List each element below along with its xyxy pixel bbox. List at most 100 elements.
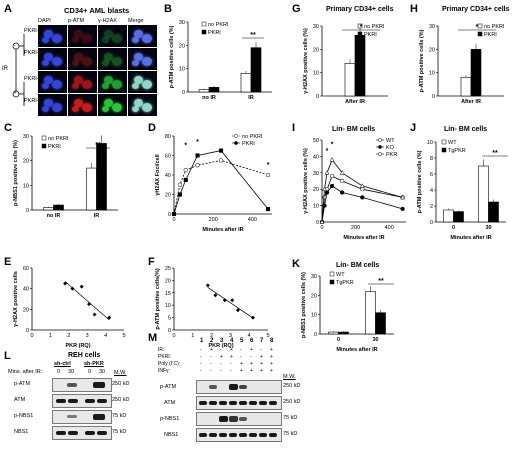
y-tick-label: 20	[311, 293, 317, 299]
cell-nucleus	[52, 57, 62, 66]
legend-swatch	[41, 143, 47, 149]
band	[259, 401, 267, 405]
data-point	[218, 158, 224, 163]
chart-h: 0 10 20 30 p-ATM positive cells (%) After IR n…	[419, 23, 505, 105]
y-tick-label: 20	[313, 47, 319, 53]
cell-nucleus	[142, 80, 152, 89]
bar	[198, 89, 210, 93]
cell-nucleus	[74, 30, 83, 38]
x-tick-label: IR	[248, 95, 254, 101]
cell-nucleus	[132, 60, 139, 66]
cell-nucleus	[104, 30, 113, 38]
legend-marker	[378, 138, 382, 142]
data-point	[195, 153, 200, 158]
m-blot-nbs1	[196, 428, 282, 442]
cell-nucleus	[52, 103, 62, 112]
legend-label: WT	[448, 140, 457, 146]
y-axis-label: γ-H2AX positive cells (%)	[303, 148, 309, 214]
y-tick-label: 0	[182, 90, 185, 96]
x-tick-label: 200	[209, 217, 218, 223]
band	[93, 414, 105, 420]
cell-nucleus	[142, 103, 152, 112]
series-line	[173, 150, 269, 215]
y-tick-label: 4	[430, 188, 433, 194]
chart-c: 0 10 20 30 p-NBS1 positive cells (%) no IR IR n…	[13, 134, 118, 219]
m-condition-mark: -	[220, 347, 222, 353]
y-tick-label: 20	[23, 159, 29, 165]
y-tick-label: 5	[168, 316, 171, 322]
m-lane-number: 4	[230, 338, 234, 344]
legend-swatch	[477, 23, 483, 29]
band	[269, 401, 277, 405]
x-tick-label: 3	[86, 333, 89, 339]
cell-nucleus	[44, 53, 53, 61]
bar	[43, 207, 54, 211]
m-lane-number: 3	[220, 338, 224, 344]
m-condition-label: PKRI:	[158, 354, 172, 360]
bar	[240, 73, 252, 93]
m-condition-mark: +	[260, 361, 263, 367]
bar	[86, 167, 97, 211]
y-tick-label: 10	[313, 204, 319, 210]
band	[269, 433, 277, 437]
micrograph-tile	[38, 94, 67, 116]
micrograph-tile	[98, 94, 127, 116]
l-blot-pnbs1	[52, 410, 112, 424]
m-condition-mark: +	[250, 368, 253, 374]
sig-mark: *	[360, 24, 363, 31]
micrograph-tile	[128, 94, 157, 116]
panel-i-title: Lin- BM cells	[332, 126, 376, 133]
cell-nucleus	[74, 99, 83, 107]
cell-nucleus	[44, 76, 53, 84]
legend-label: PKR	[386, 152, 397, 158]
y-tick-label: 20	[179, 43, 185, 49]
y-tick-label: 2	[430, 204, 433, 210]
data-point	[235, 308, 240, 313]
bar	[250, 47, 262, 93]
sig-mark: **	[492, 150, 498, 157]
data-point	[400, 206, 405, 212]
band	[219, 416, 228, 422]
data-point	[70, 286, 75, 291]
m-lane-number: 1	[200, 338, 204, 344]
y-tick-label: 50	[313, 138, 319, 144]
cell-nucleus	[112, 103, 122, 112]
l-group-shctrl: sh-ctrl	[54, 361, 71, 367]
panel-e-label: E	[4, 256, 12, 268]
m-mw-1: 250 kD	[283, 383, 301, 389]
legend-marker	[234, 134, 238, 138]
legend-label: TgPKR	[336, 280, 354, 286]
y-axis-label: p-NBS1 positive cells (%)	[13, 140, 19, 206]
m-condition-mark: -	[200, 347, 202, 353]
m-row-nbs1: NBS1	[164, 432, 179, 438]
y-tick-label: 40	[165, 173, 171, 179]
band	[229, 401, 237, 405]
data-point	[230, 298, 235, 303]
data-point	[250, 315, 255, 320]
cell-nucleus	[82, 34, 92, 43]
panel-l-label: L	[4, 350, 11, 362]
data-point	[322, 186, 327, 192]
cell-nucleus	[142, 34, 152, 43]
x-tick-label: 30	[485, 225, 491, 231]
x-axis-label: Minutes after IR	[343, 235, 384, 241]
cell-nucleus	[102, 37, 109, 43]
panel-a-title: CD34+ AML blasts	[64, 6, 130, 15]
m-condition-mark: +	[230, 354, 233, 360]
panel-b-label: B	[164, 3, 172, 15]
y-tick-label: 6	[430, 172, 433, 178]
band	[97, 431, 107, 435]
bar	[328, 331, 339, 335]
m-lane-number: 8	[270, 338, 274, 344]
panel-m-label: M	[148, 332, 158, 344]
x-tick-label: no IR	[202, 95, 216, 101]
x-axis-label: PKR (RQ)	[65, 343, 90, 348]
m-lane-number: 6	[250, 338, 254, 344]
legend-swatch	[201, 29, 207, 35]
micrograph-tile	[98, 25, 127, 47]
chart-g: 0 10 20 30 γ-H2AX positive cells (%) After IR…	[303, 23, 388, 105]
data-point	[360, 187, 365, 192]
cell-nucleus	[134, 76, 143, 84]
bar	[338, 331, 349, 335]
band	[249, 433, 257, 437]
